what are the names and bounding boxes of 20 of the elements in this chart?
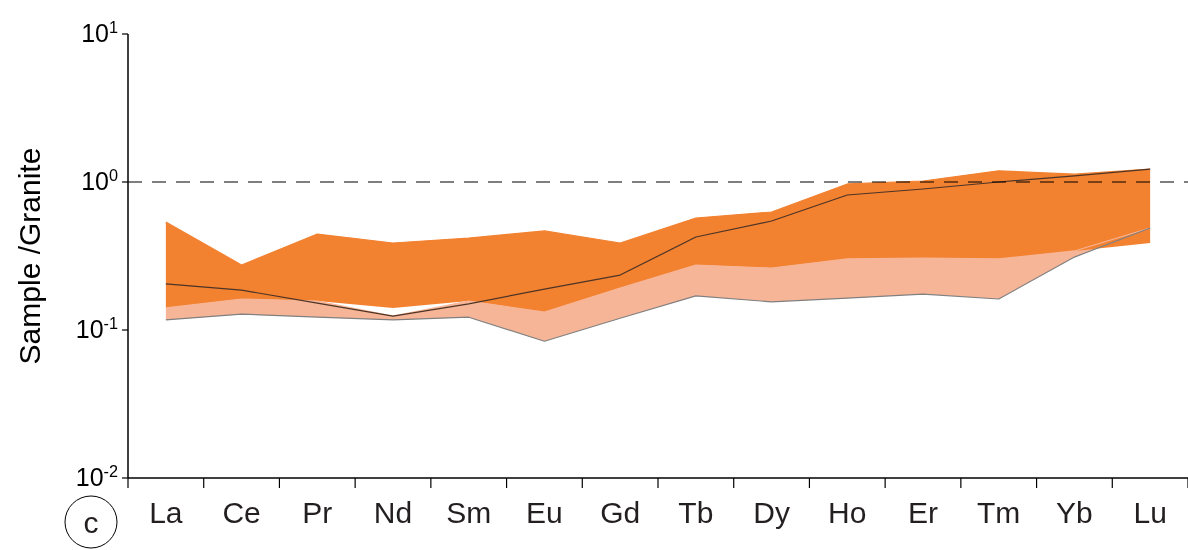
x-tick-label: Nd [373, 496, 413, 529]
x-tick-label: Lu [1133, 496, 1167, 529]
y-tick-label: 10$^{0}$ [81, 166, 118, 195]
y-tick-label: 10$^{-1}$ [75, 314, 118, 343]
y-tick-label: 10$^{1}$ [81, 18, 118, 47]
text: c [83, 506, 99, 539]
y-tick-label: 10$^{-2}$ [75, 462, 118, 491]
x-tick-label: Er [908, 496, 939, 529]
x-tick-label: Tm [977, 496, 1021, 529]
x-tick-label: Sm [446, 496, 492, 529]
x-tick-label: Eu [526, 496, 563, 529]
x-tick-label: Yb [1056, 496, 1093, 529]
x-tick-label: La [149, 496, 183, 529]
x-tick-label: Ce [222, 496, 261, 529]
y-axis-title: Sample /Granite [13, 147, 46, 365]
x-tick-label: Dy [753, 496, 790, 529]
x-tick-label: Pr [302, 496, 333, 529]
x-tick-label: Gd [600, 496, 641, 529]
x-tick-label: Tb [678, 496, 714, 529]
x-tick-label: Ho [828, 496, 867, 529]
